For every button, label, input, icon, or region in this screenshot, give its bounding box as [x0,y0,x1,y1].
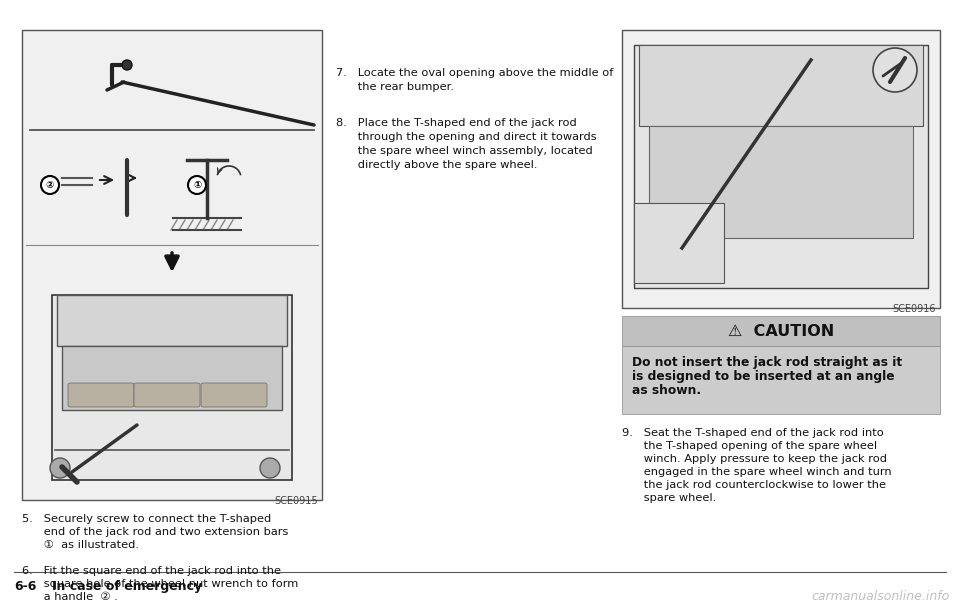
Bar [634,45,928,288]
Circle shape [260,458,280,478]
Text: 7.   Locate the oval opening above the middle of: 7. Locate the oval opening above the mid… [336,68,613,78]
Text: the spare wheel winch assembly, located: the spare wheel winch assembly, located [336,146,592,156]
Bar [62,346,282,410]
FancyBboxPatch shape [134,383,200,407]
Bar [639,45,923,126]
Bar [634,203,724,283]
Circle shape [41,176,59,194]
Text: end of the jack rod and two extension bars: end of the jack rod and two extension ba… [22,527,288,537]
Text: the rear bumper.: the rear bumper. [336,82,454,92]
Text: 9.   Seat the T-shaped end of the jack rod into: 9. Seat the T-shaped end of the jack rod… [622,428,884,438]
Text: 6.   Fit the square end of the jack rod into the: 6. Fit the square end of the jack rod in… [22,566,281,576]
Text: the T-shaped opening of the spare wheel: the T-shaped opening of the spare wheel [622,441,877,451]
Bar [622,30,940,308]
Text: 5.   Securely screw to connect the T-shaped: 5. Securely screw to connect the T-shape… [22,514,272,524]
Text: 6-6: 6-6 [14,580,36,593]
Bar [22,30,322,500]
FancyBboxPatch shape [68,383,134,407]
Text: carmanualsonline.info: carmanualsonline.info [812,590,950,603]
Bar [57,295,287,346]
Circle shape [50,458,70,478]
Text: through the opening and direct it towards: through the opening and direct it toward… [336,132,596,142]
Text: a handle  ② .: a handle ② . [22,592,118,602]
Bar [52,295,292,480]
Text: 8.   Place the T-shaped end of the jack rod: 8. Place the T-shaped end of the jack ro… [336,118,577,128]
Circle shape [873,48,917,92]
Text: engaged in the spare wheel winch and turn: engaged in the spare wheel winch and tur… [622,467,892,477]
Bar [622,316,940,346]
Text: square hole of the wheel nut wrench to form: square hole of the wheel nut wrench to f… [22,579,299,589]
Text: spare wheel.: spare wheel. [622,493,716,503]
FancyBboxPatch shape [201,383,267,407]
Bar [649,126,913,238]
Circle shape [122,60,132,70]
Text: is designed to be inserted at an angle: is designed to be inserted at an angle [632,370,895,383]
Text: the jack rod counterclockwise to lower the: the jack rod counterclockwise to lower t… [622,480,886,490]
Text: winch. Apply pressure to keep the jack rod: winch. Apply pressure to keep the jack r… [622,454,887,464]
Text: directly above the spare wheel.: directly above the spare wheel. [336,160,538,170]
Text: SCE0915: SCE0915 [275,496,318,506]
Text: ⚠  CAUTION: ⚠ CAUTION [728,323,834,338]
Text: Do not insert the jack rod straight as it: Do not insert the jack rod straight as i… [632,356,902,369]
Text: ①: ① [193,180,202,190]
Text: In case of emergency: In case of emergency [52,580,203,593]
Text: ①  as illustrated.: ① as illustrated. [22,540,139,550]
Bar [622,346,940,414]
Text: SCE0916: SCE0916 [893,304,936,314]
Text: ②: ② [46,180,54,190]
Circle shape [188,176,206,194]
Text: as shown.: as shown. [632,384,701,397]
